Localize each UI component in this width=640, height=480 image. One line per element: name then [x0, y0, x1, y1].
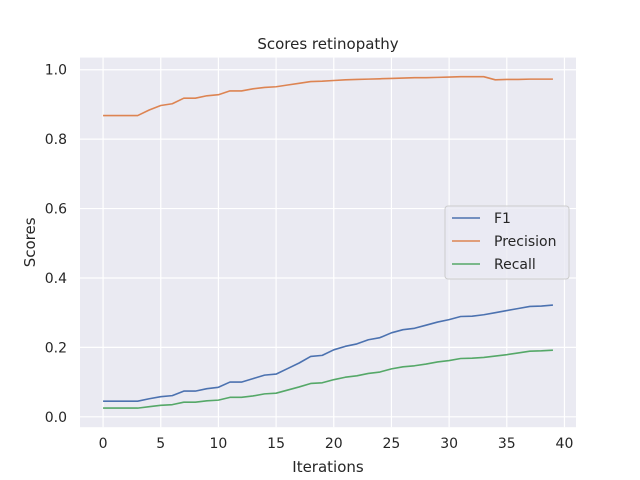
- series-line-recall: [103, 349, 553, 409]
- y-tick-label: 0.2: [45, 340, 67, 356]
- series-lines: [103, 75, 554, 409]
- legend-label-f1: F1: [494, 211, 511, 227]
- series-line-precision: [103, 75, 553, 117]
- x-tick-label: 10: [210, 436, 228, 452]
- y-tick-labels: 0.0 0.2 0.4 0.6 0.8 1.0: [45, 63, 67, 426]
- x-tick-label: 5: [156, 436, 165, 452]
- y-axis-label: Scores: [21, 217, 39, 267]
- legend-box: [444, 205, 570, 280]
- grid-lines: [80, 57, 576, 428]
- legend-items: F1 Precision Recall: [452, 211, 556, 273]
- x-tick-label: 20: [325, 436, 343, 452]
- y-tick-label: 0.4: [45, 271, 67, 287]
- chart-title: Scores retinopathy: [257, 35, 398, 53]
- x-tick-label: 40: [556, 436, 574, 452]
- x-tick-label: 35: [498, 436, 516, 452]
- x-tick-label: 15: [267, 436, 285, 452]
- legend: F1 Precision Recall: [444, 205, 570, 280]
- x-tick-label: 0: [99, 436, 108, 452]
- y-tick-label: 0.6: [45, 202, 67, 218]
- y-tick-label: 1.0: [45, 63, 67, 79]
- legend-label-recall: Recall: [494, 257, 536, 273]
- y-tick-label: 0.0: [45, 410, 67, 426]
- series-line-f1: [103, 304, 554, 402]
- x-axis-label: Iterations: [292, 458, 364, 476]
- x-tick-label: 25: [383, 436, 401, 452]
- y-tick-label: 0.8: [45, 132, 67, 148]
- legend-label-precision: Precision: [494, 234, 556, 250]
- x-tick-label: 30: [440, 436, 458, 452]
- x-tick-labels: 0 5 10 15 20 25 30 35 40: [99, 436, 574, 452]
